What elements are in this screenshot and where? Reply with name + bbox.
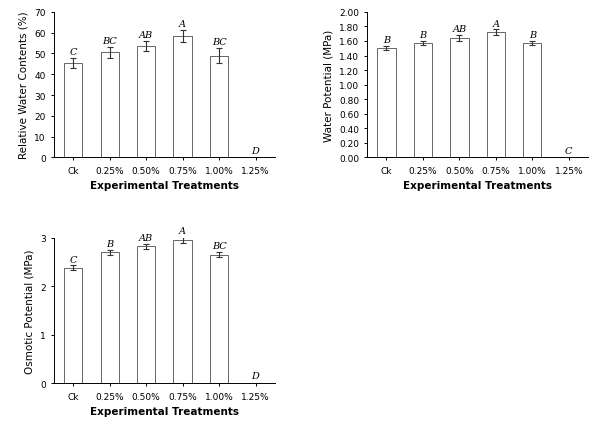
Text: AB: AB <box>139 31 153 40</box>
Bar <box>210 255 228 383</box>
Bar <box>137 247 155 383</box>
Text: BC: BC <box>212 38 226 47</box>
Bar <box>487 33 505 158</box>
Bar <box>64 268 82 383</box>
Bar <box>377 49 395 158</box>
Text: D: D <box>251 371 259 380</box>
Text: B: B <box>106 239 113 248</box>
X-axis label: Experimental Treatments: Experimental Treatments <box>403 181 552 191</box>
X-axis label: Experimental Treatments: Experimental Treatments <box>90 406 239 416</box>
Bar <box>137 47 155 158</box>
Bar <box>523 44 541 158</box>
Bar <box>101 253 119 383</box>
Y-axis label: Relative Water Contents (%): Relative Water Contents (%) <box>19 12 29 159</box>
Text: D: D <box>251 146 259 155</box>
Bar <box>451 39 469 158</box>
Text: C: C <box>70 255 77 264</box>
Bar <box>64 63 82 158</box>
Bar <box>414 44 432 158</box>
Bar <box>173 37 191 158</box>
Text: B: B <box>529 31 536 40</box>
Text: A: A <box>179 227 186 236</box>
Text: BC: BC <box>102 37 117 46</box>
Bar <box>101 53 119 158</box>
Text: AB: AB <box>139 233 153 243</box>
Bar <box>210 56 228 158</box>
Text: B: B <box>383 36 390 45</box>
Text: A: A <box>493 20 499 29</box>
Bar <box>173 241 191 383</box>
Y-axis label: Water Potential (MPa): Water Potential (MPa) <box>323 29 334 141</box>
Text: AB: AB <box>452 25 466 34</box>
Text: C: C <box>70 48 77 57</box>
Text: C: C <box>565 146 572 155</box>
X-axis label: Experimental Treatments: Experimental Treatments <box>90 181 239 191</box>
Text: BC: BC <box>212 242 226 251</box>
Y-axis label: Osmotic Potential (MPa): Osmotic Potential (MPa) <box>25 249 34 373</box>
Text: A: A <box>179 20 186 29</box>
Text: B: B <box>419 31 427 40</box>
